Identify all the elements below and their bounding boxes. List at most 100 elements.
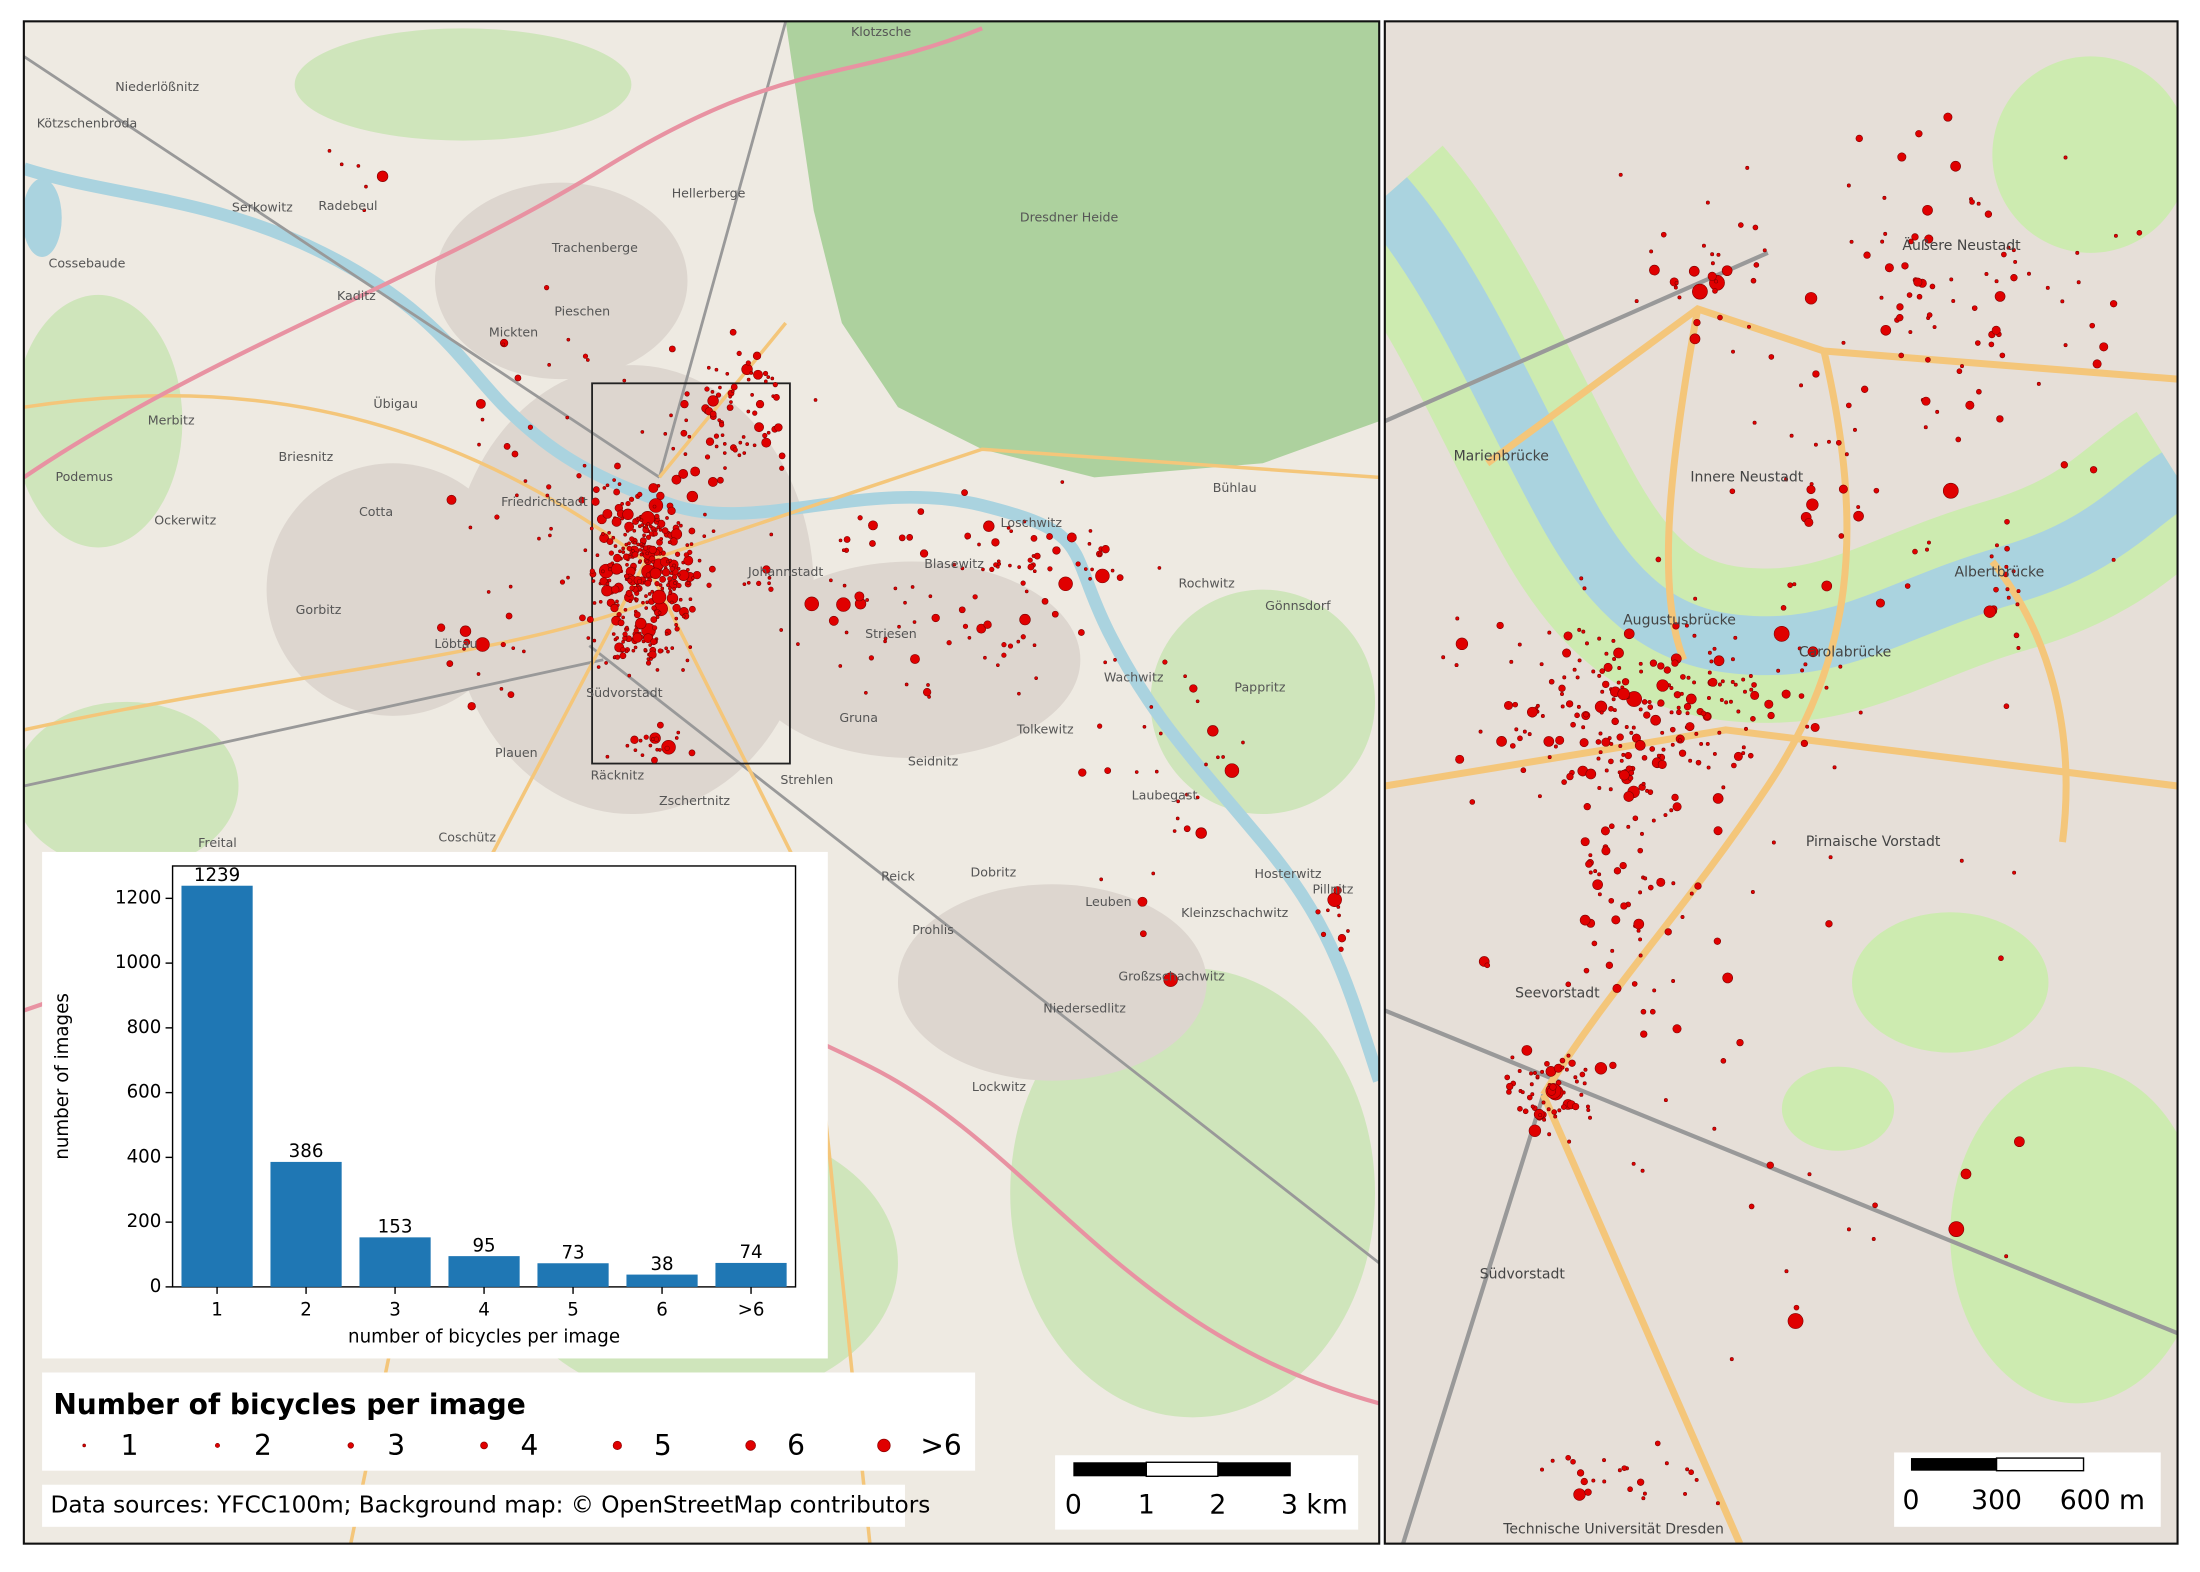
photo-location	[545, 493, 550, 498]
photo-location	[664, 745, 670, 751]
photo-location	[604, 661, 608, 665]
photo-location	[928, 594, 933, 599]
photo-location	[1713, 655, 1725, 667]
photo-location	[1745, 165, 1750, 170]
photo-location	[1137, 896, 1148, 907]
photo-location	[2111, 557, 2116, 562]
photo-location	[1710, 261, 1715, 266]
photo-location	[1504, 1074, 1511, 1081]
photo-location	[756, 580, 762, 587]
photo-location	[1571, 1102, 1580, 1111]
photo-location	[1580, 1477, 1588, 1486]
legend-symbol	[82, 1443, 86, 1448]
photo-location	[1162, 659, 1168, 665]
photo-location	[1669, 710, 1674, 715]
photo-location	[669, 413, 673, 418]
photo-location	[1484, 962, 1491, 969]
photo-location	[1800, 739, 1809, 748]
photo-location	[645, 534, 652, 540]
photo-location	[652, 531, 658, 537]
place-label: Südvorstadt	[1480, 1266, 1566, 1282]
photo-location	[704, 454, 711, 460]
photo-location	[1949, 277, 1954, 282]
photo-location	[645, 559, 649, 564]
photo-location	[654, 581, 660, 587]
photo-location	[1638, 707, 1643, 712]
photo-location	[1583, 803, 1591, 811]
photo-location	[1637, 847, 1644, 854]
photo-location	[2012, 870, 2017, 875]
scale-segment	[1145, 1461, 1219, 1478]
photo-location	[1873, 487, 1880, 494]
photo-location	[651, 560, 655, 564]
photo-location	[649, 567, 662, 580]
photo-location	[796, 642, 800, 646]
photo-location	[511, 450, 519, 458]
photo-location	[1583, 967, 1590, 974]
photo-location	[667, 540, 672, 545]
photo-location	[1154, 769, 1159, 774]
photo-location	[1582, 586, 1587, 591]
photo-location	[1803, 662, 1808, 667]
photo-location	[1731, 349, 1735, 354]
photo-location	[843, 536, 851, 543]
photo-location	[767, 581, 771, 586]
photo-location	[1634, 740, 1646, 751]
photo-location	[1078, 629, 1085, 636]
photo-location	[1537, 794, 1542, 799]
photo-location	[1103, 660, 1108, 665]
photo-location	[689, 605, 696, 613]
photo-location	[1636, 1478, 1645, 1486]
photo-location	[638, 559, 643, 563]
place-label: Pillnitz	[1312, 881, 1353, 896]
photo-location	[644, 606, 649, 610]
photo-location	[713, 433, 720, 439]
legend-label: 6	[787, 1429, 805, 1462]
photo-location	[1684, 623, 1689, 628]
photo-location	[1573, 1075, 1578, 1080]
photo-location	[1469, 799, 1476, 805]
photo-location	[1663, 666, 1671, 674]
photo-location	[960, 566, 965, 571]
photo-location	[841, 548, 846, 553]
bar	[715, 1262, 787, 1287]
photo-location	[507, 691, 515, 698]
photo-location	[1996, 415, 2004, 423]
photo-location	[773, 393, 780, 401]
photo-location	[1721, 265, 1733, 277]
legend-label: 1	[121, 1429, 139, 1462]
photo-location	[2004, 1254, 2009, 1259]
photo-location	[1612, 656, 1617, 661]
photo-location	[1988, 341, 1995, 348]
photo-location	[1677, 738, 1682, 743]
photo-location	[1989, 554, 1994, 559]
photo-location	[1597, 785, 1602, 790]
photo-location	[1573, 1488, 1586, 1501]
photo-location	[648, 483, 659, 493]
photo-location	[1640, 831, 1644, 836]
photo-location	[752, 351, 762, 360]
photo-location	[610, 603, 619, 613]
photo-location	[1688, 265, 1700, 277]
photo-location	[746, 580, 751, 585]
photo-location	[680, 429, 688, 437]
photo-location	[679, 523, 683, 528]
photo-location	[768, 586, 774, 592]
photo-location	[1506, 1089, 1512, 1095]
photo-location	[619, 652, 627, 660]
place-label: Briesnitz	[279, 449, 334, 464]
photo-location	[2013, 259, 2018, 264]
photo-location	[1747, 324, 1751, 329]
photo-location	[741, 435, 746, 439]
place-label: Gruna	[839, 710, 878, 725]
photo-location	[1671, 881, 1676, 886]
photo-location	[1846, 183, 1851, 188]
photo-location	[668, 558, 673, 563]
photo-location	[1320, 931, 1327, 937]
photo-location	[651, 589, 667, 605]
photo-location	[1729, 488, 1736, 495]
photo-location	[1151, 871, 1156, 876]
photo-location	[623, 532, 627, 537]
photo-location	[1584, 1488, 1592, 1496]
photo-location	[1163, 972, 1178, 987]
